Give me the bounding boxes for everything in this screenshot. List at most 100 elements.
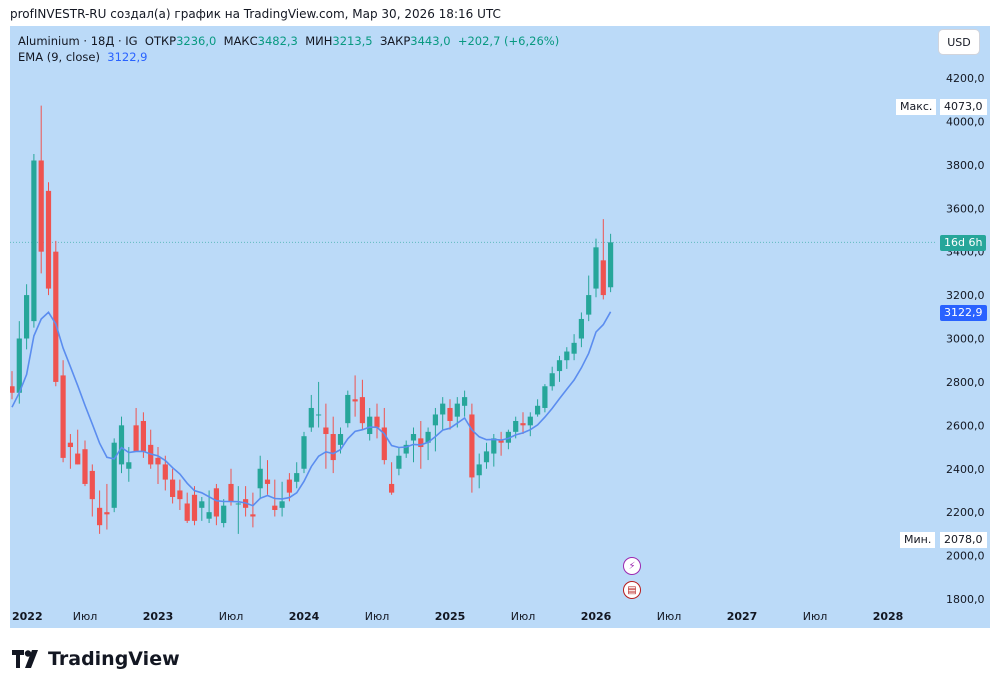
- candle-body[interactable]: [45, 190, 52, 289]
- candle-body[interactable]: [432, 414, 438, 426]
- candle-body[interactable]: [586, 295, 592, 315]
- candle-body[interactable]: [31, 160, 37, 322]
- legend-change: +202,7 (+6,26%): [457, 34, 560, 48]
- candle-body[interactable]: [16, 338, 22, 393]
- candle-body[interactable]: [440, 403, 446, 415]
- candle-body[interactable]: [447, 407, 453, 421]
- candle-body[interactable]: [38, 160, 44, 252]
- candle-body[interactable]: [352, 399, 358, 402]
- candle-body[interactable]: [396, 455, 402, 469]
- x-tick-label: Июл: [803, 610, 828, 623]
- candle-body[interactable]: [53, 251, 59, 382]
- candle-body[interactable]: [170, 479, 176, 497]
- candle-body[interactable]: [462, 397, 468, 406]
- candle-body[interactable]: [476, 464, 482, 476]
- candle-body[interactable]: [600, 260, 606, 296]
- candle-body[interactable]: [389, 483, 395, 493]
- candle-body[interactable]: [542, 386, 548, 408]
- candle-body[interactable]: [549, 373, 555, 387]
- candle-body[interactable]: [75, 453, 81, 465]
- legend-symbol[interactable]: Aluminium · 18Д · IG: [18, 34, 138, 48]
- x-tick-label: 2027: [727, 610, 758, 623]
- candle-body[interactable]: [527, 416, 533, 426]
- candle-body[interactable]: [177, 490, 183, 500]
- candle-body[interactable]: [498, 440, 504, 443]
- candle-body[interactable]: [491, 438, 497, 454]
- chart-pane[interactable]: [10, 26, 936, 604]
- candle-body[interactable]: [9, 386, 15, 393]
- candle-body[interactable]: [556, 360, 563, 372]
- candle-body[interactable]: [24, 295, 30, 339]
- candle-body[interactable]: [374, 416, 380, 428]
- candle-body[interactable]: [513, 420, 519, 432]
- candle-body[interactable]: [264, 479, 271, 484]
- candle-body[interactable]: [89, 470, 95, 500]
- us-flag-event-icon[interactable]: ▤: [623, 581, 641, 599]
- y-tick-label: 2400,0: [946, 463, 985, 476]
- legend-ema-label[interactable]: EMA (9, close): [18, 50, 100, 64]
- candle-body[interactable]: [82, 449, 88, 484]
- candle-body[interactable]: [235, 503, 241, 505]
- candle-body[interactable]: [520, 423, 526, 426]
- candle-body[interactable]: [286, 479, 292, 493]
- candle-body[interactable]: [345, 394, 351, 424]
- candle-body[interactable]: [294, 473, 300, 482]
- candle-body[interactable]: [571, 342, 577, 354]
- candle-body[interactable]: [250, 514, 256, 517]
- candle-body[interactable]: [155, 457, 161, 465]
- candle-body[interactable]: [403, 444, 409, 454]
- candle-body[interactable]: [359, 397, 365, 424]
- candle-body[interactable]: [323, 427, 329, 435]
- candle-body[interactable]: [206, 512, 212, 519]
- candle-body[interactable]: [367, 416, 373, 435]
- candle-body[interactable]: [564, 351, 570, 361]
- candle-body[interactable]: [272, 505, 278, 510]
- candle-body[interactable]: [191, 494, 198, 521]
- candle-body[interactable]: [104, 512, 110, 515]
- candle-body[interactable]: [454, 403, 460, 417]
- candle-body[interactable]: [425, 431, 431, 443]
- candle-body[interactable]: [337, 434, 344, 445]
- candle-body[interactable]: [608, 242, 614, 288]
- candle-body[interactable]: [118, 425, 125, 465]
- candle-body[interactable]: [213, 488, 219, 517]
- candle-body[interactable]: [126, 462, 132, 469]
- candle-body[interactable]: [221, 505, 227, 524]
- chart-legend: Aluminium · 18Д · IG ОТКР3236,0 МАКС3482…: [18, 33, 559, 65]
- legend-row-ema: EMA (9, close) 3122,9: [18, 49, 559, 65]
- candle-body[interactable]: [578, 318, 584, 339]
- time-axis[interactable]: [10, 604, 936, 628]
- candle-body[interactable]: [418, 438, 424, 448]
- candle-body[interactable]: [279, 501, 285, 508]
- candle-body[interactable]: [330, 434, 336, 461]
- candle-body[interactable]: [301, 436, 307, 469]
- candle-body[interactable]: [60, 375, 66, 458]
- candle-body[interactable]: [97, 507, 103, 526]
- candle-body[interactable]: [410, 434, 417, 441]
- candle-body[interactable]: [483, 451, 490, 463]
- candle-body[interactable]: [199, 501, 205, 508]
- currency-button[interactable]: USD: [939, 30, 979, 54]
- chart-caption: profINVESTR-RU создал(а) график на Tradi…: [10, 7, 501, 21]
- candle-body[interactable]: [505, 431, 511, 443]
- x-tick-label: 2024: [289, 610, 320, 623]
- candle-body[interactable]: [111, 442, 117, 508]
- legend-open-value: 3236,0: [176, 34, 217, 48]
- candle-body[interactable]: [308, 407, 314, 428]
- candle-body[interactable]: [67, 442, 73, 448]
- candle-body[interactable]: [381, 427, 387, 461]
- x-tick-label: Июл: [219, 610, 244, 623]
- lightning-event-icon[interactable]: ⚡: [623, 557, 641, 575]
- candle-body[interactable]: [228, 483, 234, 502]
- candle-body[interactable]: [184, 503, 190, 521]
- candle-body[interactable]: [133, 425, 139, 452]
- candle-body[interactable]: [162, 464, 168, 480]
- tradingview-logo[interactable]: TradingView: [12, 648, 180, 670]
- ema-line[interactable]: [11, 311, 612, 507]
- candle-body[interactable]: [257, 468, 263, 489]
- candle-body[interactable]: [140, 420, 146, 452]
- candle-body[interactable]: [593, 247, 599, 289]
- candle-body[interactable]: [535, 405, 541, 415]
- candle-body[interactable]: [469, 414, 475, 478]
- candle-body[interactable]: [316, 414, 322, 416]
